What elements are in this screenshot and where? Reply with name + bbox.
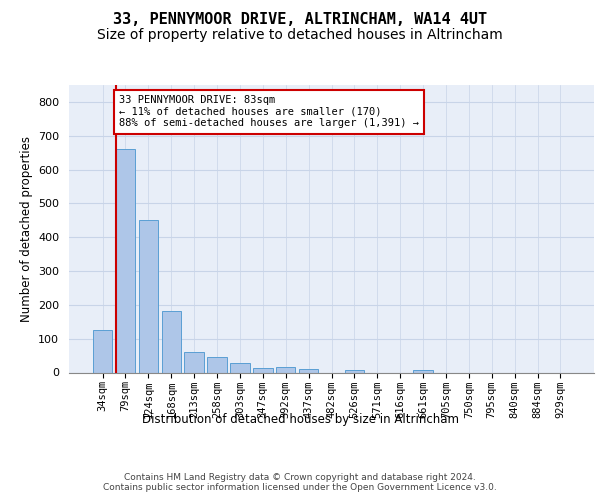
Bar	[253, 368, 272, 372]
Bar	[208, 356, 227, 372]
Text: Size of property relative to detached houses in Altrincham: Size of property relative to detached ho…	[97, 28, 503, 42]
Text: Distribution of detached houses by size in Altrincham: Distribution of detached houses by size …	[142, 412, 458, 426]
Bar	[299, 370, 319, 372]
Bar	[161, 310, 181, 372]
Bar	[116, 150, 135, 372]
Bar	[139, 220, 158, 372]
Bar	[230, 363, 250, 372]
Bar	[344, 370, 364, 372]
Bar	[276, 367, 295, 372]
Text: 33 PENNYMOOR DRIVE: 83sqm
← 11% of detached houses are smaller (170)
88% of semi: 33 PENNYMOOR DRIVE: 83sqm ← 11% of detac…	[119, 95, 419, 128]
Text: 33, PENNYMOOR DRIVE, ALTRINCHAM, WA14 4UT: 33, PENNYMOOR DRIVE, ALTRINCHAM, WA14 4U…	[113, 12, 487, 28]
Bar	[184, 352, 204, 372]
Bar	[93, 330, 112, 372]
Bar	[413, 370, 433, 372]
Y-axis label: Number of detached properties: Number of detached properties	[20, 136, 32, 322]
Text: Contains HM Land Registry data © Crown copyright and database right 2024.
Contai: Contains HM Land Registry data © Crown c…	[103, 472, 497, 492]
